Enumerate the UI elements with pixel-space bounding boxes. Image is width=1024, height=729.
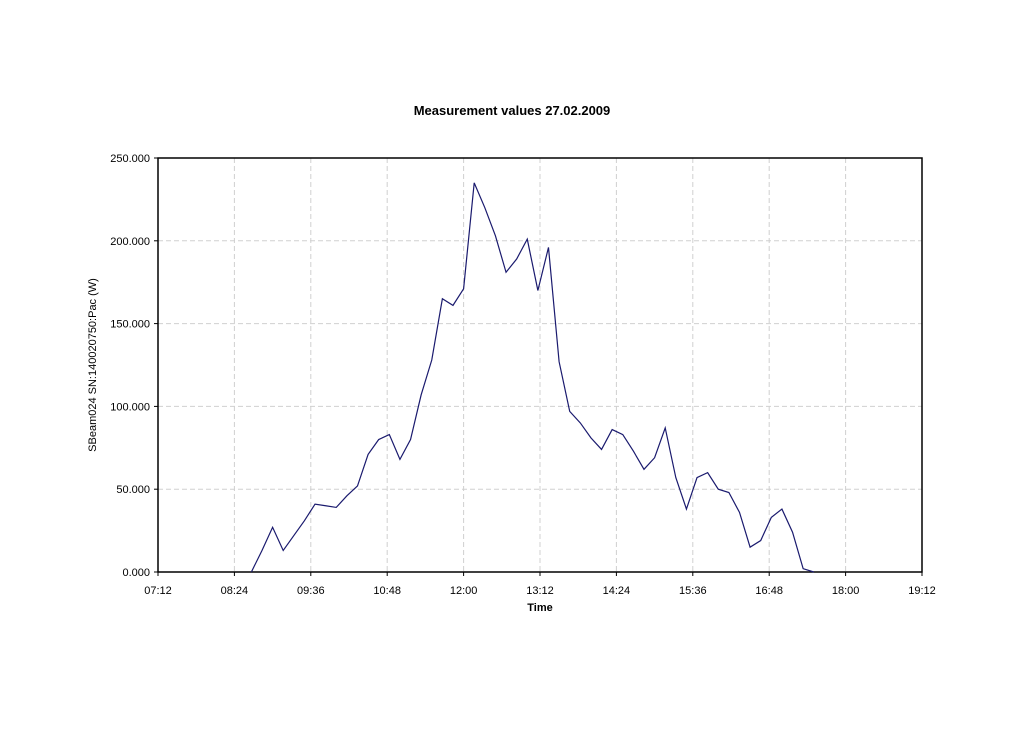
y-tick-label: 50.000: [116, 484, 150, 496]
x-tick-label: 12:00: [450, 585, 478, 597]
x-tick-label: 07:12: [144, 585, 172, 597]
y-axis-label: SBeam024 SN:140020750:Pac (W): [87, 278, 99, 452]
x-tick-label: 16:48: [755, 585, 783, 597]
x-axis-label: Time: [527, 602, 552, 614]
x-tick-label: 09:36: [297, 585, 325, 597]
x-tick-label: 19:12: [908, 585, 936, 597]
data-line: [250, 182, 814, 573]
x-tick-label: 18:00: [832, 585, 860, 597]
x-tick-label: 13:12: [526, 585, 554, 597]
y-tick-label: 100.000: [110, 401, 150, 413]
x-tick-label: 08:24: [221, 585, 249, 597]
plot-frame: [157, 157, 923, 573]
chart-title: Measurement values 27.02.2009: [414, 103, 611, 118]
y-tick-label: 0.000: [122, 567, 150, 579]
x-tick-label: 14:24: [603, 585, 631, 597]
x-tick-label: 10:48: [373, 585, 401, 597]
y-tick-label: 200.000: [110, 236, 150, 248]
y-tick-label: 250.000: [110, 153, 150, 165]
y-tick-label: 150.000: [110, 319, 150, 331]
x-tick-label: 15:36: [679, 585, 707, 597]
